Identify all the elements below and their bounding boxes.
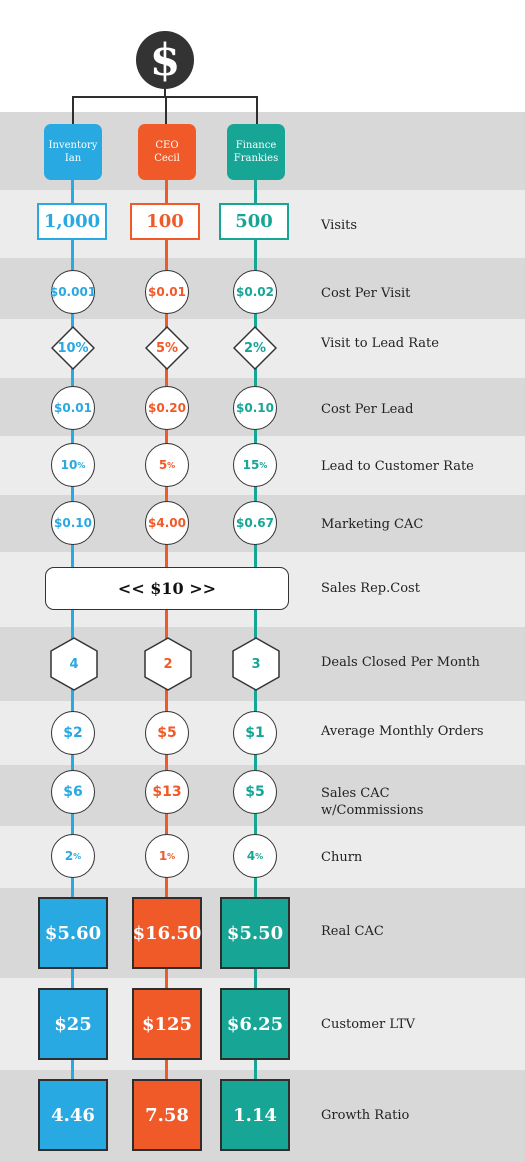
visit-to-lead-cecil: 5% bbox=[144, 325, 190, 371]
cost-per-visit-frankies: $0.02 bbox=[233, 270, 277, 314]
cost-per-lead-frankies: $0.10 bbox=[233, 386, 277, 430]
growth-ratio-frankies: 1.14 bbox=[220, 1079, 290, 1151]
lead-to-customer-frankies: 15% bbox=[233, 443, 277, 487]
deals-closed-cecil: 2 bbox=[143, 637, 193, 691]
lead-to-customer-ian: 10% bbox=[51, 443, 95, 487]
growth-ratio-cecil: 7.58 bbox=[132, 1079, 202, 1151]
visits-box-frankies: 500 bbox=[219, 203, 289, 240]
label-marketing-cac: Marketing CAC bbox=[321, 517, 424, 532]
branch-left bbox=[72, 96, 74, 124]
label-cost-per-visit: Cost Per Visit bbox=[321, 286, 411, 301]
cost-per-visit-cecil: $0.01 bbox=[145, 270, 189, 314]
growth-ratio-ian: 4.46 bbox=[38, 1079, 108, 1151]
avg-orders-ian: $2 bbox=[51, 711, 95, 755]
churn-cecil: 1% bbox=[145, 834, 189, 878]
deals-closed-frankies: 3 bbox=[231, 637, 281, 691]
label-real-cac: Real CAC bbox=[321, 924, 384, 939]
dollar-icon: $ bbox=[136, 31, 194, 89]
label-growth-ratio: Growth Ratio bbox=[321, 1108, 410, 1123]
label-churn: Churn bbox=[321, 850, 363, 865]
label-sales-rep-cost: Sales Rep.Cost bbox=[321, 581, 420, 596]
visit-to-lead-frankies: 2% bbox=[232, 325, 278, 371]
line-blue-upper bbox=[71, 180, 74, 568]
label-visits: Visits bbox=[321, 218, 358, 233]
visits-box-cecil: 100 bbox=[130, 203, 200, 240]
cost-per-visit-ian: $0.001 bbox=[50, 270, 96, 314]
visit-to-lead-ian: 10% bbox=[50, 325, 96, 371]
cost-per-lead-ian: $0.01 bbox=[51, 386, 95, 430]
customer-ltv-ian: $25 bbox=[38, 988, 108, 1060]
customer-ltv-frankies: $6.25 bbox=[220, 988, 290, 1060]
churn-frankies: 4% bbox=[233, 834, 277, 878]
deals-closed-ian: 4 bbox=[49, 637, 99, 691]
customer-ltv-cecil: $125 bbox=[132, 988, 202, 1060]
real-cac-cecil: $16.50 bbox=[132, 897, 202, 969]
label-lead-to-customer: Lead to Customer Rate bbox=[321, 459, 474, 474]
avg-orders-cecil: $5 bbox=[145, 711, 189, 755]
label-customer-ltv: Customer LTV bbox=[321, 1017, 416, 1032]
visits-box-ian: 1,000 bbox=[37, 203, 107, 240]
avg-orders-frankies: $1 bbox=[233, 711, 277, 755]
real-cac-ian: $5.60 bbox=[38, 897, 108, 969]
marketing-cac-cecil: $4.00 bbox=[145, 501, 189, 545]
real-cac-frankies: $5.50 bbox=[220, 897, 290, 969]
sales-cac-cecil: $13 bbox=[145, 770, 189, 814]
branch-middle bbox=[165, 96, 167, 124]
label-sales-cac: Sales CAC w/Commissions bbox=[321, 786, 424, 818]
label-cost-per-lead: Cost Per Lead bbox=[321, 402, 414, 417]
cost-per-lead-cecil: $0.20 bbox=[145, 386, 189, 430]
root-stem bbox=[164, 88, 166, 98]
sales-cac-frankies: $5 bbox=[233, 770, 277, 814]
churn-ian: 2% bbox=[51, 834, 95, 878]
sales-rep-cost-box: << $10 >> bbox=[45, 567, 289, 610]
label-avg-monthly-orders: Average Monthly Orders bbox=[321, 724, 484, 739]
person-finance-frankies: Finance Frankies bbox=[227, 124, 285, 180]
label-visit-to-lead: Visit to Lead Rate bbox=[321, 336, 439, 351]
line-orange-upper bbox=[165, 180, 168, 568]
person-ceo-cecil: CEO Cecil bbox=[138, 124, 196, 180]
line-teal-upper bbox=[254, 180, 257, 568]
label-deals-closed: Deals Closed Per Month bbox=[321, 655, 480, 670]
person-inventory-ian: Inventory Ian bbox=[44, 124, 102, 180]
lead-to-customer-cecil: 5% bbox=[145, 443, 189, 487]
branch-right bbox=[256, 96, 258, 124]
marketing-cac-frankies: $0.67 bbox=[233, 501, 277, 545]
sales-cac-ian: $6 bbox=[51, 770, 95, 814]
marketing-cac-ian: $0.10 bbox=[51, 501, 95, 545]
